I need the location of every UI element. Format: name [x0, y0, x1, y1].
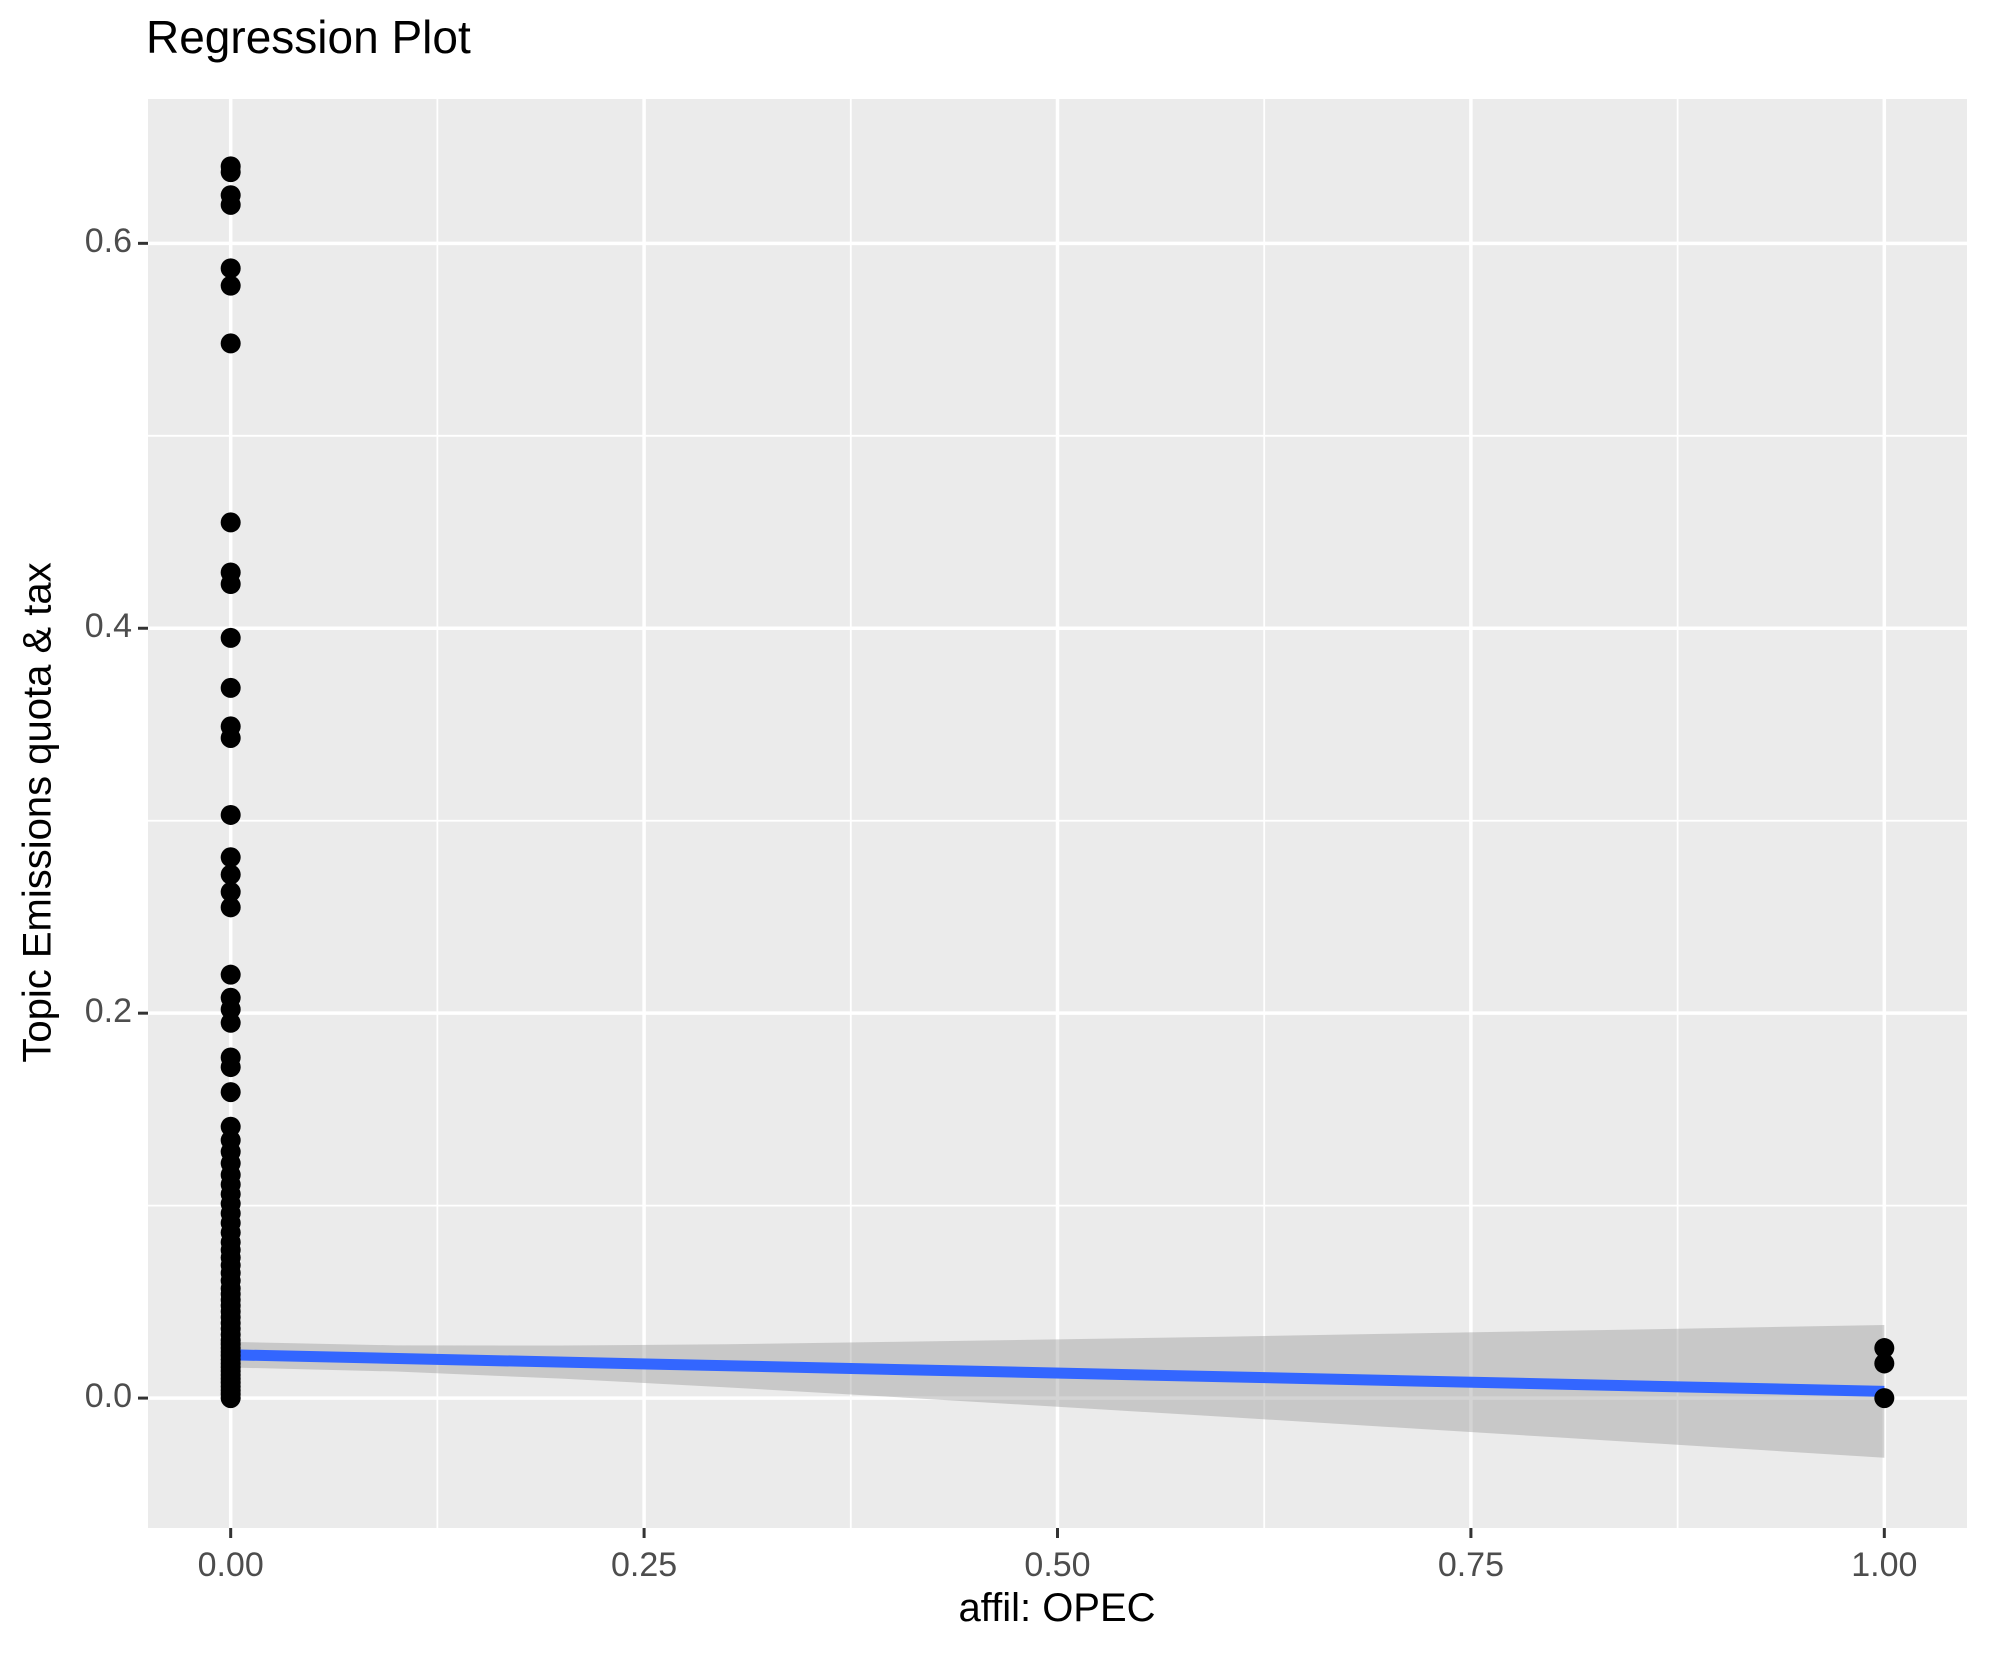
data-point — [220, 627, 241, 648]
data-point — [220, 727, 241, 748]
data-point — [220, 1012, 241, 1033]
data-point — [220, 512, 241, 533]
data-point — [1874, 1338, 1895, 1359]
data-point — [220, 847, 241, 868]
data-point — [220, 162, 241, 183]
x-axis-title: affil: OPEC — [958, 1586, 1156, 1630]
y-tick-label: 0.4 — [84, 607, 132, 646]
data-point — [220, 194, 241, 215]
data-point — [220, 258, 241, 279]
data-point — [1874, 1353, 1895, 1374]
data-point — [220, 804, 241, 825]
data-point — [220, 573, 241, 594]
data-point — [220, 897, 241, 918]
data-point — [1874, 1388, 1895, 1409]
x-tick-label: 0.75 — [1437, 1546, 1504, 1584]
data-point — [220, 881, 241, 902]
data-point — [220, 275, 241, 296]
data-point — [220, 1057, 241, 1078]
y-tick-label: 0.0 — [84, 1377, 132, 1416]
x-tick-label: 0.50 — [1024, 1546, 1091, 1584]
x-tick-label: 0.00 — [197, 1546, 264, 1584]
y-tick-label: 0.6 — [84, 222, 132, 261]
confidence-band — [230, 1324, 1885, 1458]
data-point — [220, 677, 241, 698]
regression-line — [230, 1349, 1885, 1397]
y-axis-title: Topic Emissions quota & tax — [15, 562, 60, 1063]
data-point — [220, 964, 241, 985]
chart-title: Regression Plot — [146, 11, 471, 63]
data-point — [220, 864, 241, 885]
data-point — [220, 1388, 241, 1409]
data-point — [220, 1082, 241, 1103]
data-point — [220, 333, 241, 354]
y-tick-label: 0.2 — [84, 992, 132, 1031]
x-tick-label: 1.00 — [1851, 1546, 1918, 1584]
x-tick-label: 0.25 — [610, 1546, 678, 1584]
